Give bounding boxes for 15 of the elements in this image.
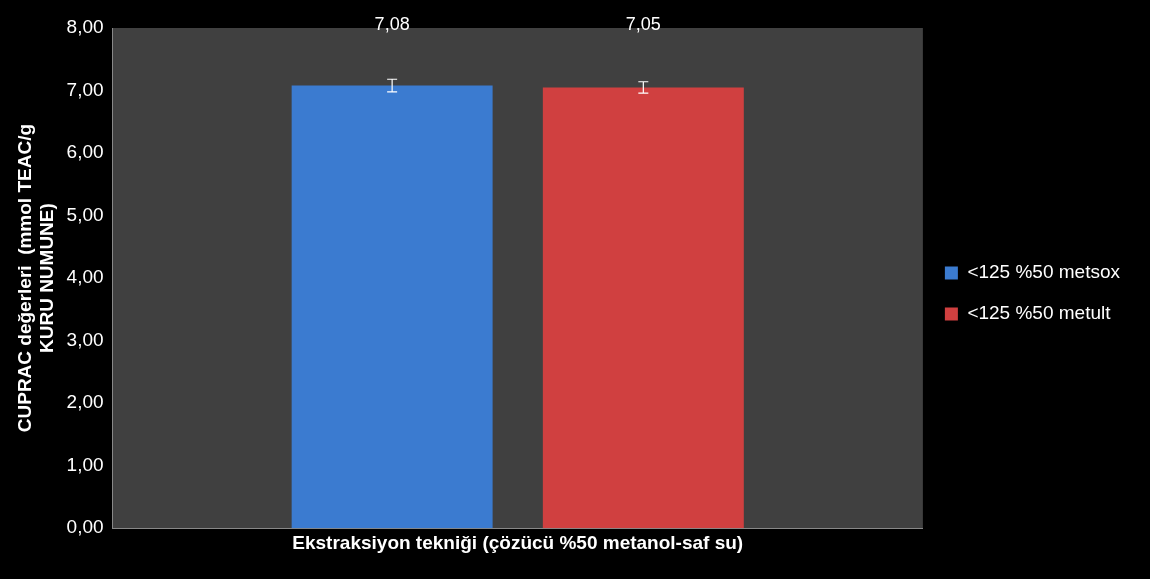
y-tick-label: 6,00 bbox=[66, 141, 104, 163]
y-axis-title: CUPRAC değerleri (mmol TEAC/g KURU NUMUNE) bbox=[13, 123, 58, 433]
y-tick-label: 8,00 bbox=[66, 16, 104, 38]
y-tick-label: 0,00 bbox=[66, 516, 104, 538]
y-tick-label: 5,00 bbox=[66, 203, 104, 225]
legend-label: <125 %50 metult bbox=[967, 302, 1112, 324]
legend-label: <125 %50 metsox bbox=[967, 261, 1121, 283]
y-tick-label: 2,00 bbox=[66, 391, 104, 413]
y-tick-label: 3,00 bbox=[66, 328, 104, 350]
y-tick-label: 4,00 bbox=[66, 266, 104, 288]
data-label: 7,08 bbox=[374, 13, 410, 34]
data-label: 7,05 bbox=[625, 13, 661, 34]
x-axis-title: Ekstraksiyon tekniği (çözücü %50 metanol-saf su) bbox=[292, 531, 744, 553]
y-tick-label: 7,00 bbox=[66, 78, 104, 100]
y-tick-label: 1,00 bbox=[66, 453, 104, 475]
